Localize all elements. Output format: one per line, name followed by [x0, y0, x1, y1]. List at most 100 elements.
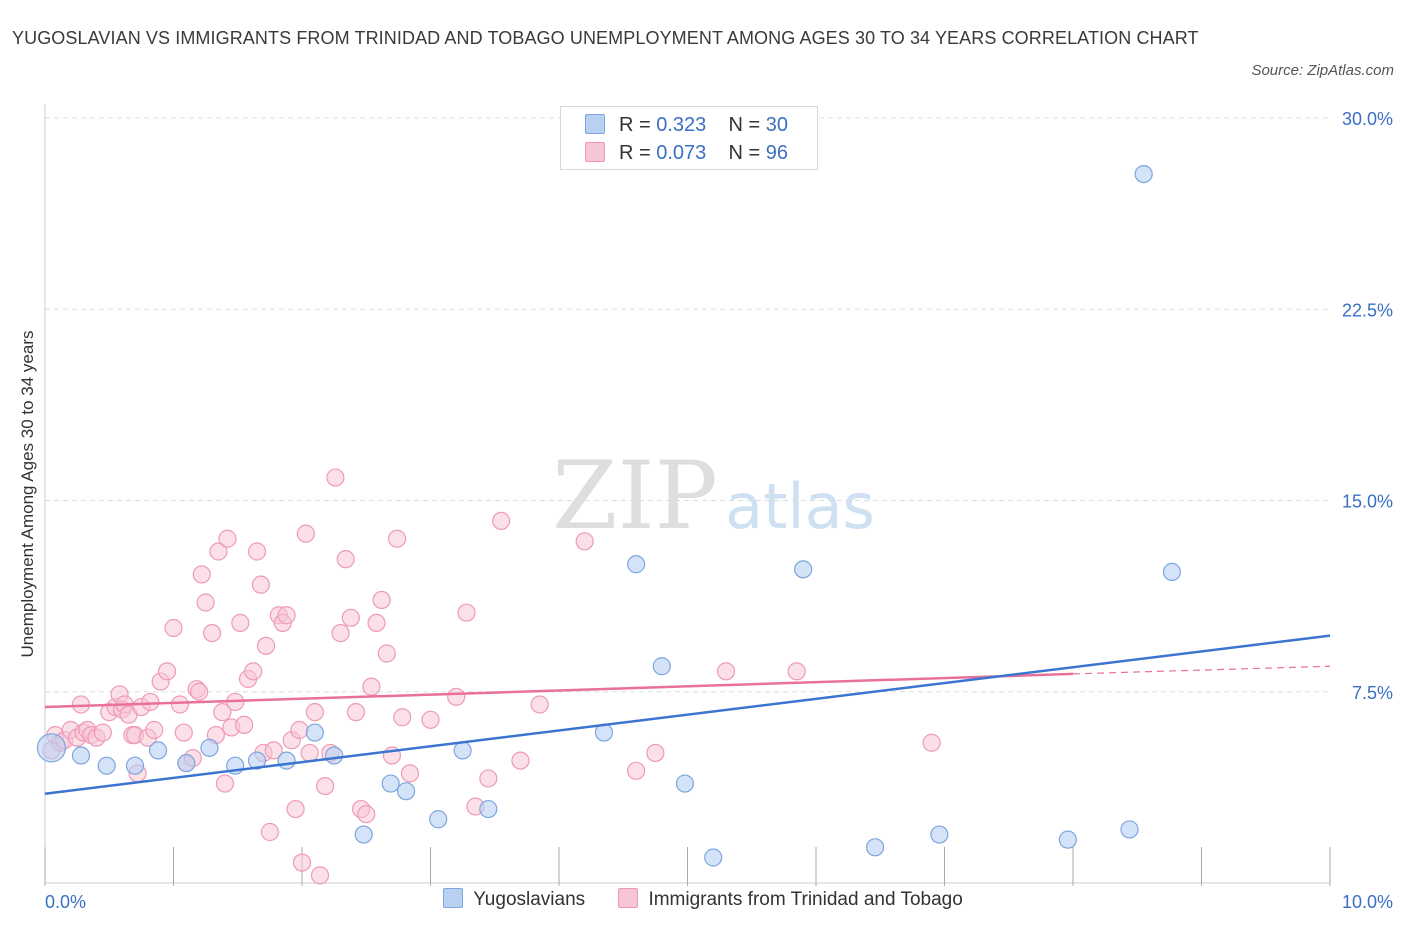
legend-r-label: R = — [619, 114, 657, 136]
y-tick-label: 22.5% — [1342, 300, 1393, 320]
data-point-yugoslavian — [429, 810, 448, 829]
data-point-yugoslavian — [704, 848, 723, 867]
legend-r-label: R = — [619, 142, 657, 164]
data-point-yugoslavian — [354, 825, 373, 844]
data-point-trinidad — [336, 550, 355, 569]
legend-n-label: N = — [728, 114, 766, 136]
data-point-yugoslavian — [675, 774, 695, 793]
data-point-trinidad — [316, 776, 335, 796]
watermark-atlas: atlas — [725, 470, 875, 543]
data-point-yugoslavian — [453, 741, 472, 760]
data-point-yugoslavian — [97, 756, 116, 775]
watermark-zip: ZIP — [552, 442, 718, 551]
data-point-trinidad — [393, 708, 412, 727]
data-point-trinidad — [310, 866, 330, 885]
legend-swatch-pink — [585, 142, 605, 162]
data-point-trinidad — [93, 723, 112, 742]
data-point-yugoslavian — [626, 555, 646, 574]
data-point-trinidad — [447, 687, 466, 706]
data-point-trinidad — [331, 623, 350, 643]
data-point-trinidad — [457, 603, 476, 622]
data-point-trinidad — [141, 692, 160, 712]
data-point-trinidad — [787, 662, 806, 681]
data-point-trinidad — [277, 606, 296, 625]
data-point-yugoslavian — [930, 825, 949, 844]
series-legend: Yugoslavians Immigrants from Trinidad an… — [0, 888, 1406, 911]
data-point-trinidad — [213, 703, 232, 722]
data-point-trinidad — [479, 769, 498, 788]
grid-lines — [45, 117, 1330, 693]
data-point-trinidad — [215, 774, 234, 793]
tick-labels: 7.5% 15.0% 22.5% 30.0% 0.0% 10.0% — [45, 109, 1393, 912]
data-point-yugoslavian — [1120, 820, 1139, 839]
legend-row-yugoslavians: R = 0.323 N = 30 — [585, 112, 788, 138]
data-point-yugoslavian — [396, 782, 416, 801]
data-point-yugoslavian — [71, 746, 91, 765]
data-point-trinidad — [256, 636, 276, 655]
data-point-trinidad — [292, 853, 312, 872]
data-point-trinidad — [196, 593, 215, 612]
data-point-trinidad — [511, 751, 530, 770]
data-point-trinidad — [164, 618, 183, 638]
data-point-yugoslavian — [36, 733, 67, 763]
data-point-yugoslavian — [479, 799, 498, 819]
data-point-trinidad — [192, 565, 211, 584]
data-point-trinidad — [170, 695, 190, 714]
data-point-trinidad — [264, 741, 283, 760]
series-yugoslavian-points — [36, 165, 1182, 867]
data-point-yugoslavian — [1134, 165, 1153, 184]
x-tick-label: 0.0% — [45, 892, 86, 912]
legend-label-yugoslavians: Yugoslavians — [473, 889, 586, 910]
data-point-yugoslavian — [652, 657, 671, 676]
legend-n-value: 96 — [765, 142, 789, 164]
data-point-trinidad — [372, 590, 391, 610]
legend-swatch-pink — [618, 888, 639, 908]
legend-r-value: 0.323 — [656, 114, 707, 136]
data-point-trinidad — [251, 575, 270, 594]
data-point-yugoslavian — [794, 560, 813, 579]
chart-title: YUGOSLAVIAN VS IMMIGRANTS FROM TRINIDAD … — [12, 28, 1199, 48]
data-point-trinidad — [218, 529, 237, 548]
data-point-trinidad — [145, 720, 164, 740]
data-point-trinidad — [922, 733, 941, 752]
trend-line-yugoslavian — [44, 634, 1331, 795]
legend-label-trinidad: Immigrants from Trinidad and Tobago — [648, 889, 963, 910]
trend-line-trinidad — [44, 672, 1074, 709]
data-point-trinidad — [362, 677, 381, 696]
data-point-trinidad — [387, 529, 407, 548]
data-point-trinidad — [341, 608, 360, 627]
data-point-trinidad — [400, 764, 420, 783]
data-point-trinidad — [190, 682, 209, 701]
data-point-yugoslavian — [148, 741, 168, 760]
data-point-trinidad — [174, 723, 193, 742]
data-point-trinidad — [157, 662, 177, 681]
data-point-trinidad — [305, 703, 324, 722]
x-tick-label: 10.0% — [1342, 892, 1393, 912]
data-point-trinidad — [286, 799, 305, 819]
data-point-yugoslavian — [325, 746, 344, 765]
data-point-trinidad — [235, 715, 254, 735]
data-point-trinidad — [492, 511, 511, 531]
legend-n-value: 30 — [765, 114, 789, 136]
data-point-trinidad — [346, 703, 366, 722]
data-point-yugoslavian — [866, 838, 885, 857]
data-point-trinidad — [575, 532, 594, 551]
legend-swatch-blue — [585, 114, 605, 134]
data-point-trinidad — [260, 822, 279, 842]
legend-item-yugoslavians: Yugoslavians — [443, 888, 585, 911]
data-point-trinidad — [300, 743, 319, 763]
trend-line-trinidad-extension — [1072, 665, 1331, 675]
data-point-trinidad — [646, 743, 665, 763]
data-point-trinidad — [202, 623, 222, 643]
legend-row-trinidad: R = 0.073 N = 96 — [585, 140, 788, 166]
data-point-trinidad — [244, 662, 263, 681]
data-point-yugoslavian — [247, 751, 267, 770]
data-point-trinidad — [421, 710, 440, 729]
y-tick-label: 15.0% — [1342, 492, 1393, 512]
data-point-trinidad — [357, 805, 376, 824]
correlation-legend: R = 0.323 N = 30 R = 0.073 N = 96 — [560, 106, 818, 170]
legend-item-trinidad: Immigrants from Trinidad and Tobago — [618, 888, 963, 911]
data-point-trinidad — [209, 542, 228, 561]
data-point-yugoslavian — [1162, 562, 1182, 582]
